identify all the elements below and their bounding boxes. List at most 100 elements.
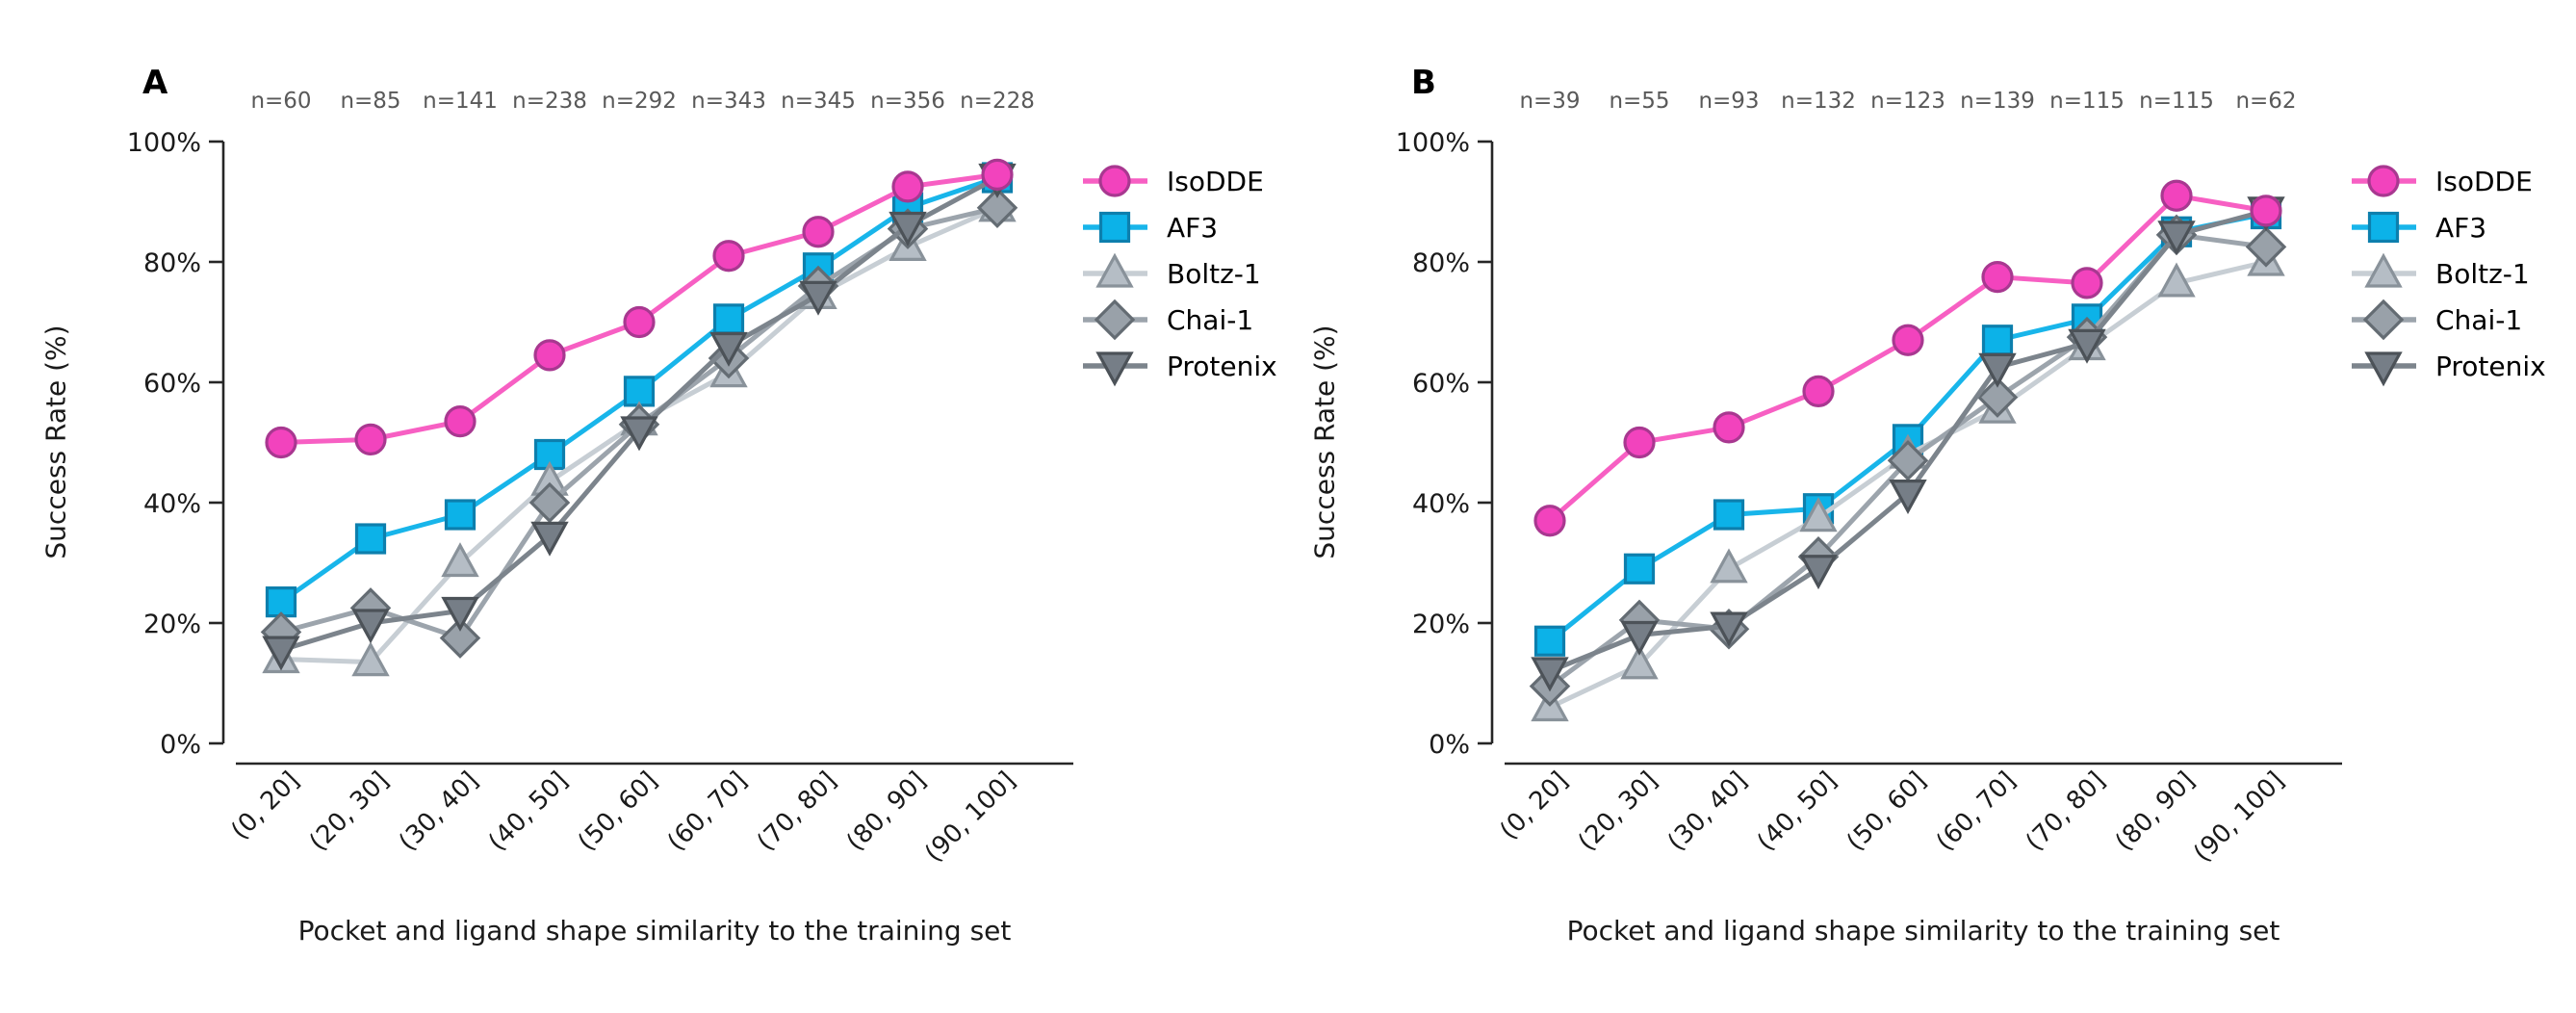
series-marker-protenix [1978,352,2017,388]
x-tick-label: (0, 20] [1495,766,1574,845]
series-marker-isodde [712,240,745,273]
series-marker-af3 [1623,553,1656,584]
legend-marker-boltz-1 [2364,252,2403,288]
x-tick-label: (60, 70] [662,766,753,857]
series-isodde [265,158,1014,459]
series-marker-protenix [441,596,479,632]
sample-size-label: n=93 [1698,89,1759,114]
series-marker-protenix [262,636,300,671]
sample-size-label: n=139 [1960,89,2035,114]
series-marker-protenix [2157,221,2196,256]
series-marker-protenix [1799,555,1838,590]
series-marker-isodde [1892,324,1924,356]
legend-marker-af3 [1098,211,1131,244]
series-marker-af3 [1533,625,1566,657]
series-marker-chai-1 [1887,439,1929,481]
sample-size-label: n=55 [1609,89,1669,114]
series-marker-isodde [1623,426,1656,459]
y-tick-label: 80% [143,248,201,278]
y-tick-label: 40% [143,489,201,519]
panel-b-y-axis-label: Success Rate (%) [1308,325,1341,559]
series-marker-af3 [444,499,477,531]
panel-a-letter: A [142,64,168,102]
legend-marker-isodde [1098,165,1131,197]
series-marker-isodde [981,158,1014,191]
x-tick-label: (70, 80] [2021,766,2111,857]
series-marker-protenix [799,280,837,316]
x-axis: (0, 20](20, 30](30, 40](40, 50](50, 60](… [226,762,1073,868]
series-marker-chai-1 [2245,226,2287,268]
panel-b-x-axis-label: Pocket and ligand shape similarity to th… [1566,915,2280,947]
sample-size-label: n=60 [250,89,311,114]
x-tick-label: (30, 40] [394,766,484,857]
legend-label-af3: AF3 [1167,212,1218,244]
series-marker-isodde [1533,505,1566,537]
series-marker-protenix [1889,480,1927,514]
series-marker-isodde [891,170,924,203]
x-tick-label: (50, 60] [573,766,663,857]
series-marker-isodde [2071,267,2103,299]
legend-label-isodde: IsoDDE [2435,166,2533,197]
y-axis: 0% 20% 40% 60% 80% 100% [1396,128,1494,760]
sample-size-label: n=345 [781,89,856,114]
series-marker-protenix [2068,328,2106,364]
series-marker-isodde [1713,411,1745,444]
series-marker-boltz-1 [1620,644,1659,680]
x-tick-label: (0, 20] [226,766,305,845]
legend-marker-af3 [2367,211,2400,244]
series-marker-isodde [802,216,835,248]
y-tick-label: 0% [1429,730,1470,760]
series-marker-boltz-1 [1799,497,1838,532]
x-tick-label: (40, 50] [1752,766,1842,857]
x-tick-label: (40, 50] [483,766,574,857]
series-marker-isodde [265,426,297,459]
series-marker-boltz-1 [2157,262,2196,298]
x-tick-label: (80, 90] [841,766,932,857]
x-tick-label: (50, 60] [1842,766,1932,857]
y-tick-label: 80% [1412,248,1470,278]
sample-size-label: n=115 [2139,89,2214,114]
series-marker-chai-1 [1976,377,2019,418]
series-marker-isodde [444,405,477,438]
sample-size-label: n=39 [1519,89,1580,114]
series-marker-protenix [351,609,390,644]
series-af3 [1533,197,2282,657]
panel-a-y-axis-label: Success Rate (%) [39,325,72,559]
panel-a-x-axis-label: Pocket and ligand shape similarity to th… [297,915,1012,947]
legend-marker-protenix [2364,351,2403,387]
panel-a: 0% 20% 40% 60% 80% 100% (0, 20] (20, 30] (30, 40… [39,64,1277,947]
y-tick-label: 20% [143,610,201,639]
legend-label-protenix: Protenix [2435,351,2546,382]
x-axis: (0, 20](20, 30](30, 40](40, 50](50, 60](… [1495,762,2342,868]
series-marker-protenix [1531,657,1569,692]
sample-size-label: n=228 [960,89,1035,114]
series-marker-af3 [354,523,387,555]
sample-size-label: n=141 [423,89,498,114]
x-tick-label: (30, 40] [1662,766,1753,857]
series-marker-isodde [623,305,656,339]
legend-marker-chai-1 [1094,299,1136,341]
x-tick-label: (20, 30] [304,766,395,857]
series-marker-protenix [530,521,569,557]
panel-b: 0% 20% 40% 60% 80% 100% (0, 20] (20, 30] (30, 40… [1269,0,2576,1013]
y-axis: 0% 20% 40% 60% 80% 100% [127,128,225,760]
series-marker-isodde [354,423,387,455]
legend-label-boltz-1: Boltz-1 [1167,258,1261,290]
legend-marker-boltz-1 [1095,252,1134,288]
sample-size-label: n=238 [512,89,587,114]
legend-label-isodde: IsoDDE [1167,166,1264,197]
y-tick-label: 60% [1412,369,1470,399]
series-marker-protenix [889,211,927,247]
y-tick-label: 40% [1412,489,1470,519]
legend-label-af3: AF3 [2435,212,2486,244]
x-tick-label: (80, 90] [2110,766,2201,857]
series-marker-isodde [2160,179,2193,212]
legend-marker-isodde [2367,165,2400,197]
series-marker-isodde [533,339,566,372]
series-isodde [1533,179,2282,537]
series-marker-boltz-1 [441,542,479,578]
legend-label-boltz-1: Boltz-1 [2435,258,2530,290]
sample-size-label: n=292 [602,89,677,114]
series-marker-isodde [1981,261,2014,294]
series-marker-af3 [712,303,745,335]
